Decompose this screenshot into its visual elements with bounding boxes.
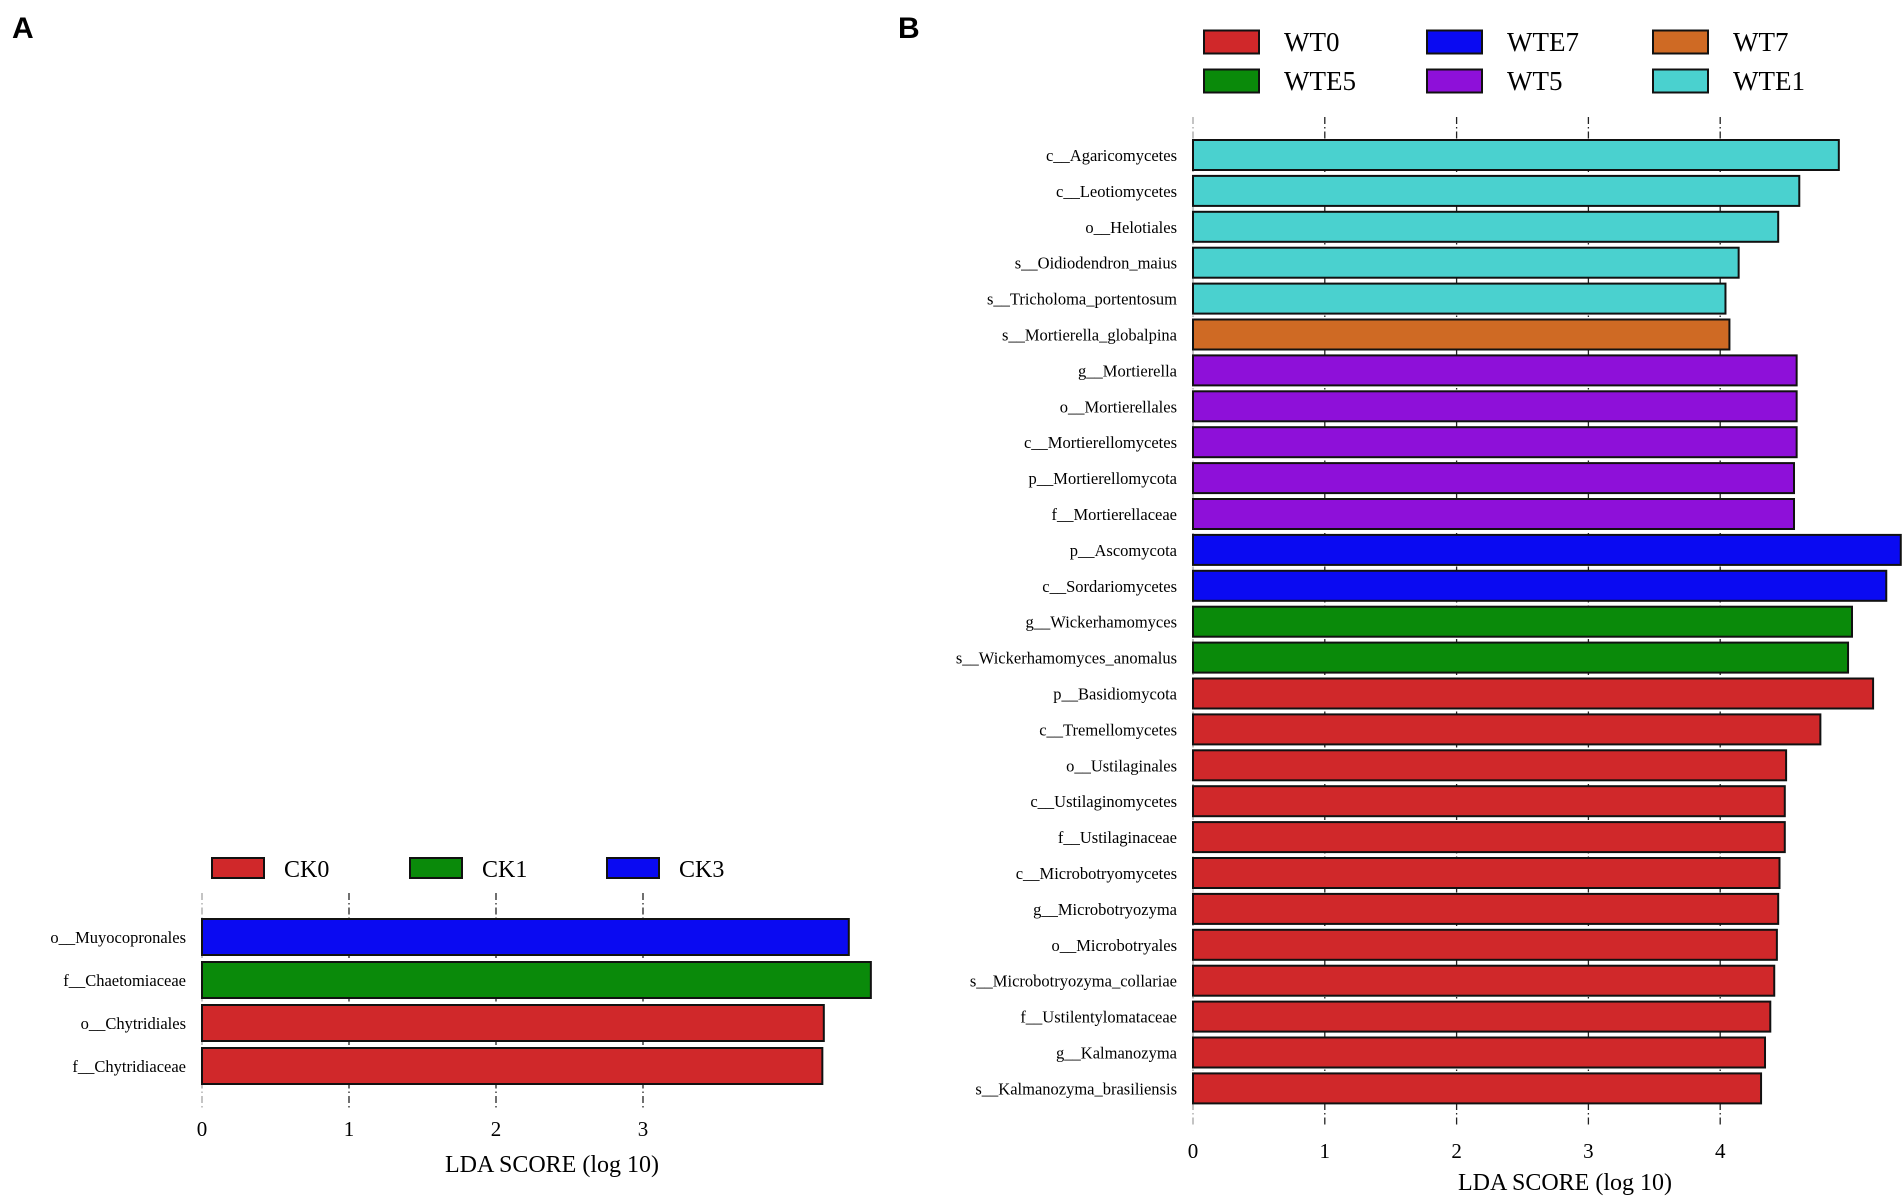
x-tick-label-3: 3 <box>638 1117 649 1141</box>
legend-swatch-wte1 <box>1652 68 1709 94</box>
bar-label-1: c__Leotiomycetes <box>1056 182 1177 201</box>
x-tick-label-4: 4 <box>1715 1139 1726 1163</box>
panel-label-b: B <box>898 12 920 45</box>
legend-label-ck3: CK3 <box>679 857 724 883</box>
x-tick-label-3: 3 <box>1583 1139 1594 1163</box>
bar-label-1: f__Chaetomiaceae <box>63 971 186 990</box>
bar-1 <box>201 961 872 999</box>
bar-0 <box>201 918 850 956</box>
legend-label-wt7: WT7 <box>1733 27 1788 57</box>
bar-label-0: o__Muyocopronales <box>50 928 186 947</box>
bar-label-26: s__Kalmanozyma_brasiliensis <box>975 1079 1177 1098</box>
bar-13 <box>1192 605 1853 638</box>
legend-swatch-wte5 <box>1203 68 1260 94</box>
legend-label-wt0: WT0 <box>1284 27 1339 57</box>
bar-label-0: c__Agaricomycetes <box>1046 146 1177 165</box>
bar-label-14: s__Wickerhamomyces_anomalus <box>956 649 1177 668</box>
x-tick-label-2: 2 <box>1451 1139 1462 1163</box>
bar-label-22: o__Microbotryales <box>1051 936 1177 955</box>
bar-3 <box>1192 246 1740 279</box>
legend-label-wte7: WTE7 <box>1507 27 1579 57</box>
bar-label-15: p__Basidiomycota <box>1053 685 1177 704</box>
bar-label-11: p__Ascomycota <box>1070 541 1178 560</box>
legend-swatch-wt0 <box>1203 29 1260 55</box>
bar-label-2: o__Helotiales <box>1085 218 1177 237</box>
legend-swatch-ck3 <box>606 857 660 879</box>
legend-label-wte5: WTE5 <box>1284 66 1356 96</box>
bar-label-21: g__Microbotryozyma <box>1033 900 1178 919</box>
legend-label-ck0: CK0 <box>284 857 329 883</box>
bar-label-3: f__Chytridiaceae <box>72 1057 186 1076</box>
bar-18 <box>1192 785 1786 818</box>
bar-12 <box>1192 569 1888 602</box>
bar-label-25: g__Kalmanozyma <box>1056 1044 1178 1063</box>
x-tick-label-2: 2 <box>491 1117 502 1141</box>
bar-24 <box>1192 1000 1772 1033</box>
legend-swatch-wt5 <box>1426 68 1483 94</box>
bar-2 <box>201 1004 825 1042</box>
x-tick-label-0: 0 <box>197 1117 208 1141</box>
bar-label-19: f__Ustilaginaceae <box>1058 828 1177 847</box>
bar-16 <box>1192 713 1822 746</box>
panel-a-chart: 0 1 2 3 o__Muyocopronales f__Chaetomiaceae o__… <box>50 857 872 1178</box>
bar-label-10: f__Mortierellaceae <box>1051 505 1177 524</box>
legend-swatch-ck1 <box>409 857 463 879</box>
x-tick-label-1: 1 <box>344 1117 355 1141</box>
legend-label-wte1: WTE1 <box>1733 66 1805 96</box>
bar-label-23: s__Microbotryozyma_collariae <box>970 972 1177 991</box>
legend-swatch-wt7 <box>1652 29 1709 55</box>
bar-label-3: s__Oidiodendron_maius <box>1015 254 1177 273</box>
bar-2 <box>1192 210 1780 243</box>
legend-label-ck1: CK1 <box>482 857 527 883</box>
bar-4 <box>1192 282 1727 315</box>
legend-label-wt5: WT5 <box>1507 66 1562 96</box>
x-tick-label-1: 1 <box>1320 1139 1331 1163</box>
bar-20 <box>1192 857 1781 889</box>
bar-label-17: o__Ustilaginales <box>1066 756 1177 775</box>
bar-label-20: c__Microbotryomycetes <box>1016 864 1177 883</box>
bar-6 <box>1192 354 1798 387</box>
bar-0 <box>1192 139 1840 171</box>
bar-label-5: s__Mortierella_globalpina <box>1002 326 1178 345</box>
bar-label-9: p__Mortierellomycota <box>1029 469 1178 488</box>
bar-label-24: f__Ustilentylomataceae <box>1020 1008 1177 1027</box>
bar-label-4: s__Tricholoma_portentosum <box>987 290 1177 309</box>
bar-23 <box>1192 964 1776 997</box>
bar-11 <box>1192 533 1902 566</box>
bar-8 <box>1192 426 1798 459</box>
bar-label-13: g__Wickerhamomyces <box>1026 613 1177 632</box>
bar-25 <box>1192 1036 1767 1069</box>
bar-17 <box>1192 749 1788 782</box>
bar-9 <box>1192 462 1796 495</box>
x-axis-title: LDA SCORE (log 10) <box>1458 1170 1672 1196</box>
bar-5 <box>1192 318 1731 351</box>
bar-7 <box>1192 390 1798 423</box>
bar-26 <box>1192 1072 1763 1105</box>
panel-b-chart: 0 1 2 3 4 c__Agaricomycetes c__Leotiomycetes o_… <box>956 27 1902 1196</box>
bar-label-2: o__Chytridiales <box>81 1014 186 1033</box>
bar-10 <box>1192 498 1796 530</box>
bar-1 <box>1192 174 1801 207</box>
bar-3 <box>201 1047 824 1085</box>
bar-label-8: c__Mortierellomycetes <box>1024 433 1177 452</box>
x-tick-label-0: 0 <box>1188 1139 1199 1163</box>
bar-21 <box>1192 892 1780 925</box>
legend-swatch-wte7 <box>1426 29 1483 55</box>
bar-label-6: g__Mortierella <box>1078 361 1178 380</box>
x-axis-title: LDA SCORE (log 10) <box>445 1152 659 1178</box>
bar-14 <box>1192 641 1850 674</box>
bar-label-16: c__Tremellomycetes <box>1039 720 1177 739</box>
bar-22 <box>1192 928 1778 961</box>
bar-label-18: c__Ustilaginomycetes <box>1030 792 1177 811</box>
bar-19 <box>1192 821 1786 854</box>
bar-label-12: c__Sordariomycetes <box>1042 577 1177 596</box>
panel-label-a: A <box>12 12 34 45</box>
bar-label-7: o__Mortierellales <box>1060 397 1177 416</box>
legend-swatch-ck0 <box>211 857 265 879</box>
bar-15 <box>1192 677 1875 710</box>
